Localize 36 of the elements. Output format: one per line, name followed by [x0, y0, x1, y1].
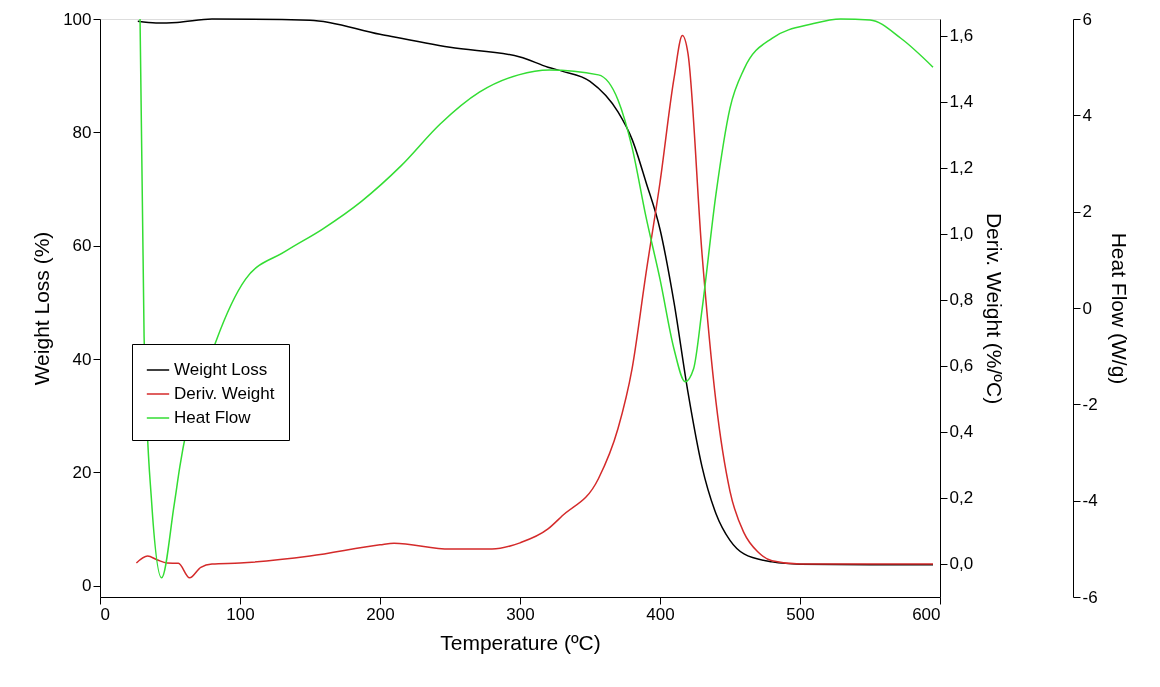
y2-tick-label: 1,4: [949, 92, 974, 112]
x-tick-label: 600: [912, 604, 941, 624]
y2-axis-title: Deriv. Weight (%/ºC): [983, 212, 1007, 405]
y-tick-label: 100: [63, 9, 92, 29]
y-tick-label: 0: [82, 576, 92, 596]
y3-axis-title: Heat Flow (W/g): [1107, 232, 1131, 385]
y-tick-label: 60: [72, 236, 92, 256]
x-tick-label: 100: [226, 604, 255, 624]
y3-tick-label: -6: [1082, 587, 1098, 607]
y2-tick-label: 0,2: [949, 488, 974, 508]
y-tick-label: 40: [72, 349, 92, 369]
y2-tick-label: 1,2: [949, 158, 974, 178]
x-tick-label: 300: [506, 604, 535, 624]
y3-tick-label: -4: [1082, 491, 1098, 511]
y3-tick-label: 0: [1082, 298, 1092, 318]
y2-tick-label: 0,8: [949, 290, 974, 310]
x-tick-label: 500: [786, 604, 815, 624]
y-tick-label: 80: [72, 122, 92, 142]
legend-label: Heat Flow: [174, 408, 252, 427]
y2-tick-label: 1,6: [949, 26, 974, 46]
x-axis-title: Temperature (ºC): [440, 630, 601, 654]
y3-tick-label: 4: [1082, 105, 1092, 125]
y2-tick-label: 0,4: [949, 422, 974, 442]
y2-tick-label: 1,0: [949, 224, 974, 244]
x-tick-label: 400: [646, 604, 675, 624]
legend-label: Deriv. Weight: [174, 384, 275, 403]
x-tick-label: 200: [366, 604, 395, 624]
y2-tick-label: 0,6: [949, 356, 974, 376]
y3-tick-label: -2: [1082, 394, 1098, 414]
y2-tick-label: 0,0: [949, 554, 974, 574]
legend-label: Weight Loss: [174, 360, 268, 379]
y3-tick-label: 2: [1082, 202, 1092, 222]
x-tick-label: 0: [100, 604, 110, 624]
y3-tick-label: 6: [1082, 9, 1092, 29]
y-tick-label: 20: [72, 462, 92, 482]
y-axis-title: Weight Loss (%): [30, 231, 54, 386]
